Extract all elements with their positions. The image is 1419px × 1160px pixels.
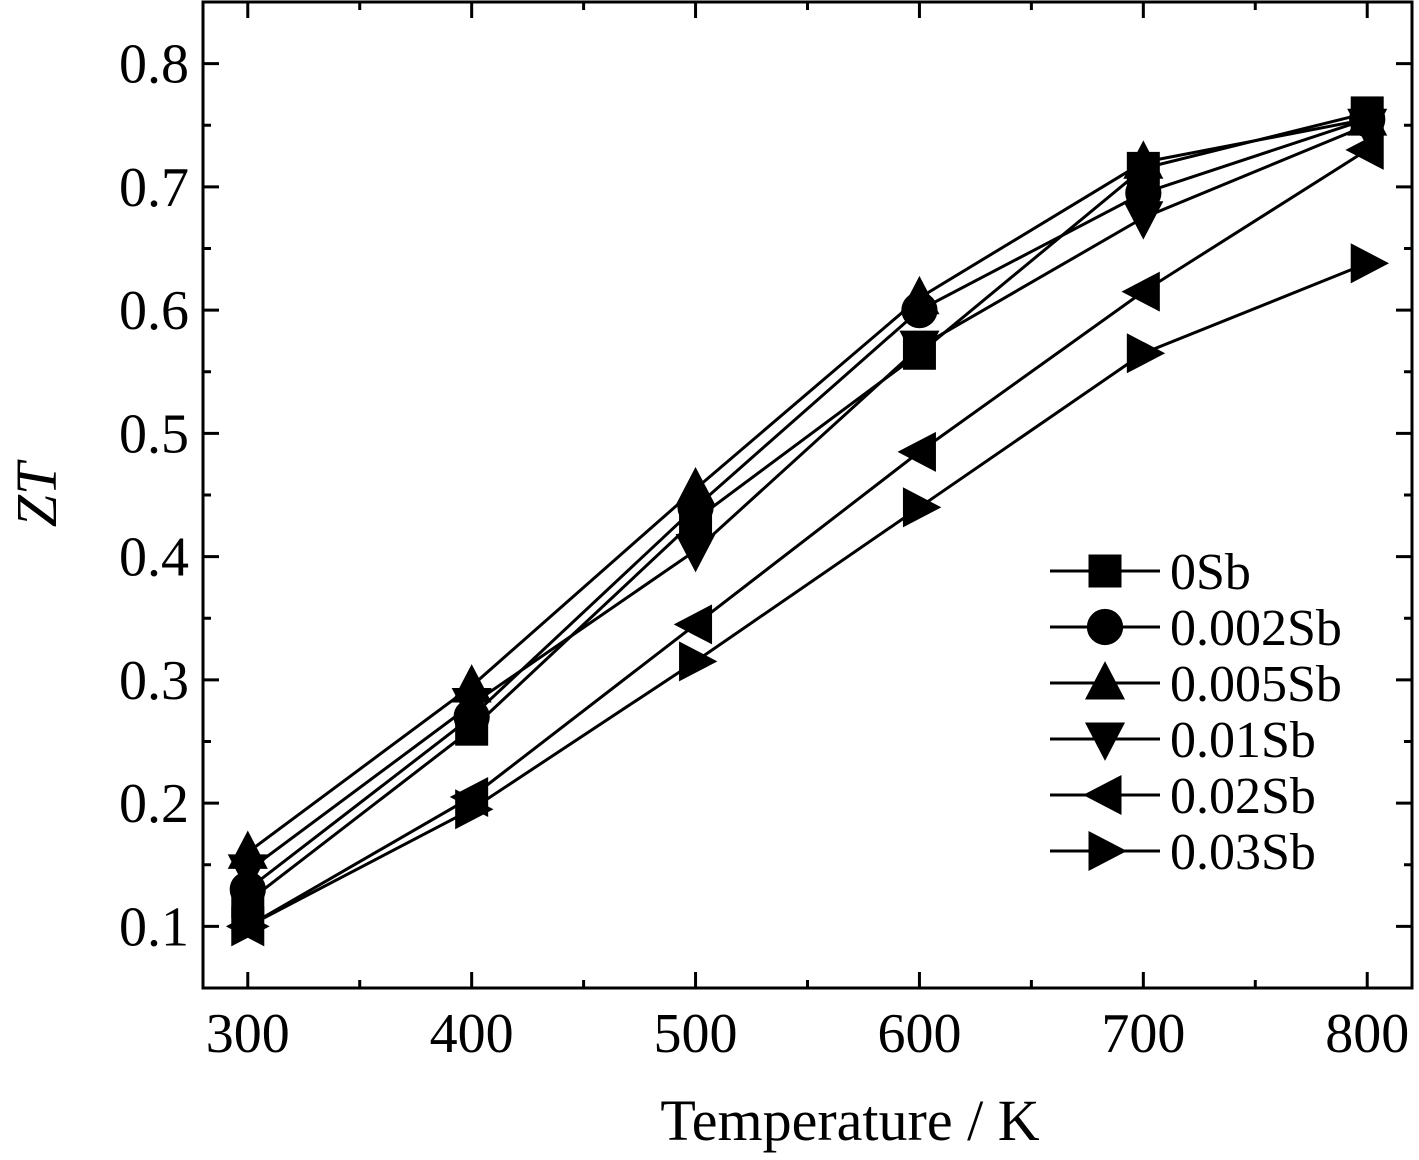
x-tick-label: 500 [654, 1003, 738, 1065]
x-tick-label: 700 [1101, 1003, 1185, 1065]
data-point [1345, 129, 1384, 170]
series-line [247, 148, 1369, 928]
data-series [225, 96, 1390, 947]
series-0.02Sb [247, 148, 1369, 928]
legend-label: 0.005Sb [1170, 656, 1342, 713]
y-tick-label: 0.6 [119, 280, 189, 342]
y-tick-label: 0.3 [119, 650, 189, 712]
legend-label: 0.02Sb [1170, 768, 1316, 825]
x-tick-label: 300 [206, 1003, 290, 1065]
data-point [227, 854, 268, 893]
series-line [246, 123, 1368, 873]
data-point [675, 533, 716, 573]
series-line [246, 117, 1368, 854]
data-point [1123, 201, 1164, 240]
legend-item: 0.02Sb [1050, 768, 1316, 825]
legend-marker [1084, 722, 1126, 761]
y-tick-label: 0.8 [119, 34, 189, 96]
legend-item: 0Sb [1050, 544, 1251, 601]
data-point [451, 688, 492, 727]
legend-label: 0.01Sb [1170, 712, 1316, 769]
legend-marker [1086, 608, 1124, 646]
legend-marker [1083, 774, 1122, 816]
markers-0.01Sb [227, 108, 1388, 893]
legend-marker [1088, 554, 1122, 588]
data-point [1123, 140, 1164, 179]
data-point [1126, 333, 1166, 374]
data-point [673, 604, 713, 645]
x-tick-label: 400 [430, 1003, 514, 1065]
legend-marker [1084, 661, 1126, 700]
series-line [246, 117, 1368, 891]
legend-item: 0.03Sb [1050, 824, 1316, 881]
data-point [1347, 108, 1388, 148]
legend-label: 0Sb [1170, 544, 1251, 601]
data-point [455, 789, 494, 830]
series-0.01Sb [246, 123, 1368, 873]
markers-0.03Sb [231, 243, 1390, 947]
data-point [899, 330, 940, 369]
data-point [231, 906, 270, 947]
series-line [247, 261, 1368, 928]
y-tick-label: 0.5 [119, 403, 189, 465]
y-tick-label: 0.1 [119, 896, 189, 958]
data-point [897, 431, 936, 472]
axis-ticks: 300 400 500 600 700 800 0.1 0.2 0.3 0.4 0.5 0.6 0.7 0… [119, 2, 1412, 1065]
legend-item: 0.002Sb [1050, 600, 1342, 657]
x-axis-title: Temperature / K [660, 1088, 1039, 1153]
legend-item: 0.01Sb [1050, 712, 1316, 769]
x-tick-label: 600 [877, 1003, 961, 1065]
series-0.005Sb [246, 117, 1368, 854]
x-tick-label: 800 [1325, 1003, 1409, 1065]
legend-item: 0.005Sb [1050, 656, 1342, 713]
data-point [1350, 243, 1390, 284]
series-0Sb [246, 111, 1368, 903]
legend-label: 0.03Sb [1170, 824, 1316, 881]
y-tick-label: 0.7 [119, 157, 189, 219]
data-point [899, 275, 940, 315]
legend-label: 0.002Sb [1170, 600, 1342, 657]
data-point [902, 487, 942, 528]
y-tick-label: 0.2 [119, 773, 189, 835]
y-axis-title: ZT [4, 459, 69, 527]
data-point [675, 466, 716, 506]
series-0.03Sb [247, 261, 1368, 928]
series-line [246, 111, 1368, 903]
y-tick-label: 0.4 [119, 527, 189, 589]
data-point [679, 641, 718, 682]
legend-marker [1088, 830, 1127, 872]
series-0.002Sb [246, 117, 1368, 891]
data-point [1121, 271, 1160, 312]
